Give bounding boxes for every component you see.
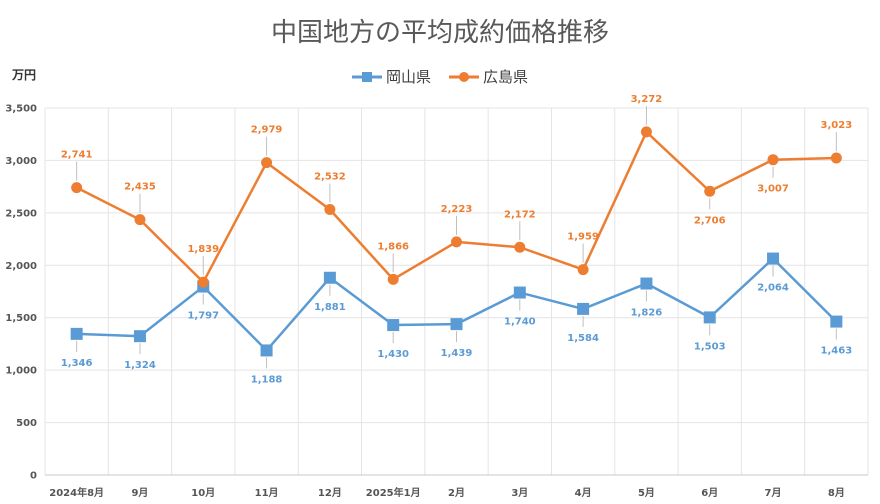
data-point-circle — [261, 157, 273, 169]
data-label: 1,503 — [694, 341, 726, 352]
y-tick-label: 3,500 — [5, 104, 37, 115]
data-point-circle — [514, 241, 526, 253]
data-label: 1,439 — [441, 348, 473, 359]
x-tick-label: 4月 — [575, 487, 592, 499]
data-label: 1,584 — [567, 333, 599, 344]
data-point-square — [577, 302, 590, 315]
data-point-square — [767, 252, 780, 265]
data-label: 1,866 — [377, 241, 409, 252]
x-tick-label: 10月 — [191, 487, 215, 499]
data-label: 1,188 — [251, 374, 283, 385]
data-point-circle — [134, 214, 146, 226]
data-label: 1,740 — [504, 317, 536, 328]
data-label: 1,324 — [124, 360, 156, 371]
data-point-circle — [324, 204, 336, 216]
legend: 岡山県 広島県 — [0, 66, 880, 87]
y-axis-unit: 万円 — [12, 68, 37, 82]
data-label: 2,172 — [504, 209, 536, 220]
x-tick-label: 8月 — [828, 487, 845, 499]
x-tick-label: 2月 — [448, 487, 465, 499]
data-label: 3,007 — [757, 184, 789, 195]
x-tick-label: 3月 — [511, 487, 528, 499]
data-point-circle — [640, 126, 652, 138]
data-point-circle — [767, 154, 779, 166]
data-label: 2,741 — [61, 150, 93, 161]
data-point-square — [133, 330, 146, 343]
x-tick-label: 2025年1月 — [366, 486, 421, 499]
data-point-square — [387, 319, 400, 332]
x-tick-label: 6月 — [701, 487, 718, 499]
data-point-circle — [830, 152, 842, 164]
data-label: 1,959 — [567, 232, 599, 243]
data-label: 1,346 — [61, 358, 93, 369]
data-label: 2,223 — [441, 204, 473, 215]
x-tick-label: 9月 — [131, 487, 148, 499]
data-label: 1,826 — [631, 308, 663, 319]
x-tick-label: 2024年8月 — [49, 486, 104, 499]
legend-item-okayama: 岡山県 — [351, 66, 431, 87]
y-tick-label: 1,000 — [5, 366, 37, 377]
data-point-square — [323, 271, 336, 284]
x-tick-label: 11月 — [255, 487, 279, 499]
data-label: 1,797 — [187, 311, 219, 322]
data-point-circle — [71, 182, 83, 194]
y-tick-label: 3,000 — [5, 156, 37, 167]
data-label: 1,881 — [314, 302, 346, 313]
legend-square-marker-icon — [351, 71, 382, 82]
x-tick-label: 7月 — [765, 487, 782, 499]
data-label: 2,064 — [757, 283, 789, 294]
legend-circle-marker-icon — [449, 71, 479, 82]
chart-title: 中国地方の平均成約価格推移 — [270, 18, 609, 48]
y-tick-label: 2,500 — [5, 208, 37, 219]
data-label: 2,706 — [694, 215, 726, 226]
data-label: 1,463 — [821, 346, 853, 357]
data-point-square — [260, 344, 273, 357]
data-point-circle — [577, 264, 589, 276]
data-label: 2,979 — [251, 125, 283, 136]
data-label: 3,272 — [631, 94, 663, 105]
data-point-circle — [704, 185, 716, 197]
y-tick-label: 0 — [30, 471, 37, 482]
legend-item-hiroshima: 広島県 — [449, 66, 528, 87]
data-point-square — [70, 327, 83, 340]
data-label: 1,839 — [187, 244, 219, 255]
y-tick-label: 1,500 — [5, 313, 37, 324]
data-label: 1,430 — [377, 349, 409, 360]
data-point-square — [513, 286, 526, 299]
data-point-circle — [387, 273, 399, 285]
x-tick-label: 12月 — [318, 487, 342, 499]
data-label: 2,532 — [314, 172, 346, 183]
data-point-circle — [197, 276, 209, 288]
x-tick-label: 5月 — [638, 487, 655, 499]
data-point-square — [450, 318, 463, 331]
data-label: 3,023 — [821, 120, 853, 131]
legend-label-okayama: 岡山県 — [385, 68, 431, 86]
data-point-circle — [451, 236, 462, 248]
y-tick-label: 2,000 — [5, 261, 37, 272]
data-point-square — [703, 311, 716, 324]
legend-label-hiroshima: 広島県 — [483, 68, 529, 86]
data-label: 2,435 — [124, 182, 156, 193]
data-point-square — [640, 277, 653, 290]
data-point-square — [830, 315, 843, 328]
y-tick-label: 500 — [16, 418, 37, 429]
